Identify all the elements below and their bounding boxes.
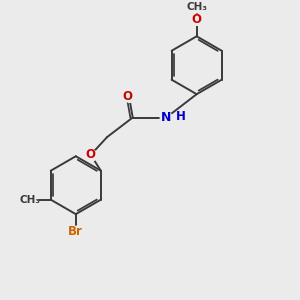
Text: O: O	[86, 148, 96, 161]
Text: CH₃: CH₃	[186, 2, 207, 12]
Text: Br: Br	[68, 225, 83, 239]
Text: H: H	[176, 110, 185, 123]
Text: O: O	[122, 90, 132, 103]
Text: N: N	[161, 111, 172, 124]
Text: CH₃: CH₃	[19, 195, 40, 205]
Text: O: O	[192, 14, 202, 26]
